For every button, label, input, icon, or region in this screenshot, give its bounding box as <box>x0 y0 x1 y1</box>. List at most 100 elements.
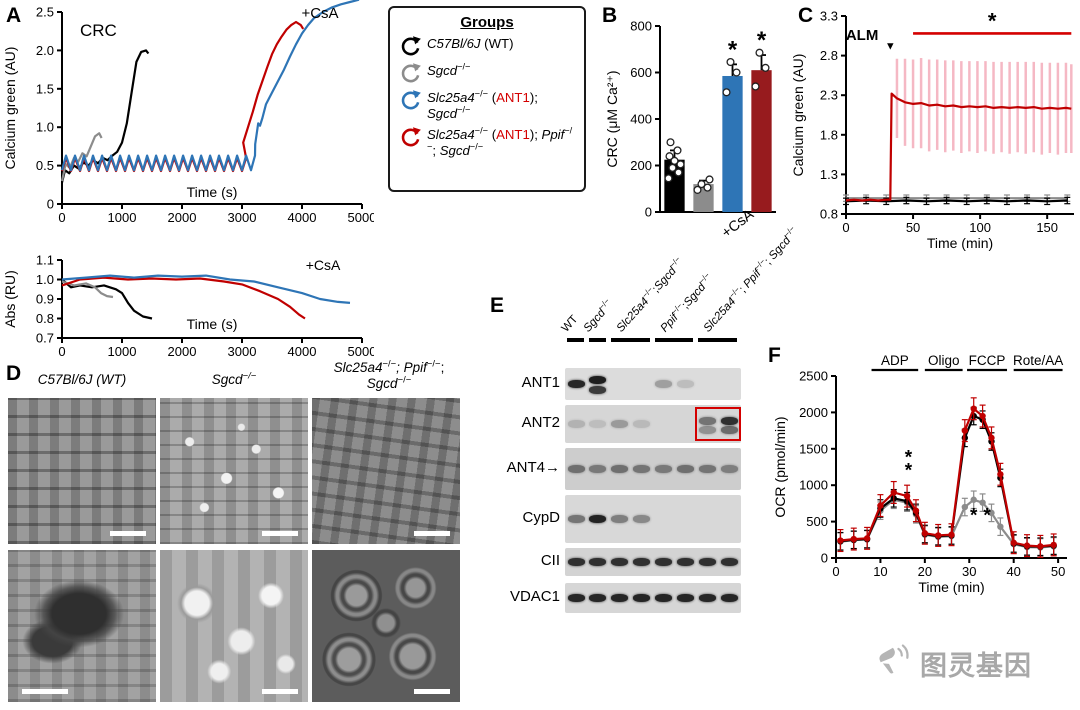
svg-text:CRC (μM Ca²⁺): CRC (μM Ca²⁺) <box>604 70 620 167</box>
svg-text:*: * <box>757 27 767 54</box>
svg-text:400: 400 <box>630 112 652 127</box>
svg-text:1.0: 1.0 <box>36 272 54 287</box>
svg-text:Time (min): Time (min) <box>927 235 993 251</box>
panel-d: D C57Bl/6J (WT) Sgcd−/− Slc25a4−/−; Ppif… <box>0 358 468 710</box>
svg-text:2.5: 2.5 <box>36 5 54 20</box>
svg-text:0.7: 0.7 <box>36 331 54 346</box>
blot-strip <box>565 448 741 490</box>
blot-band <box>567 420 585 428</box>
svg-text:CRC: CRC <box>80 21 117 40</box>
lane-underline-mark <box>654 338 694 342</box>
svg-text:200: 200 <box>630 158 652 173</box>
blot-band <box>720 594 738 602</box>
blot-row-label: CII <box>540 552 560 569</box>
blot-band <box>655 380 673 388</box>
em-header-wt: C57Bl/6J (WT) <box>37 372 127 387</box>
a-bottom-x-axis-label: Time (s) <box>186 316 238 332</box>
em-header-sgcd: Sgcd−/− <box>211 370 257 387</box>
svg-text:0: 0 <box>47 197 54 212</box>
svg-text:*: * <box>988 8 997 33</box>
blot-band <box>589 376 607 384</box>
scale-bar <box>414 689 450 694</box>
svg-text:500: 500 <box>806 514 828 529</box>
svg-text:2500: 2500 <box>799 369 828 384</box>
blot-band <box>698 426 716 434</box>
legend-item: C57Bl/6J (WT) <box>398 36 576 58</box>
legend-item: Slc25a4−/− (ANT1); Sgcd−/− <box>398 89 576 122</box>
svg-text:Rote/AA: Rote/AA <box>1013 353 1063 368</box>
blot-row-label: ANT4→ <box>506 459 560 476</box>
svg-text:0: 0 <box>832 564 839 579</box>
svg-text:10: 10 <box>873 564 887 579</box>
svg-text:20: 20 <box>918 564 932 579</box>
svg-text:ALM: ALM <box>846 27 879 44</box>
scale-bar <box>22 689 68 694</box>
blot-band <box>589 386 607 394</box>
scale-bar <box>110 531 146 536</box>
svg-text:1000: 1000 <box>799 478 828 493</box>
svg-text:+CsA: +CsA <box>306 257 341 273</box>
svg-text:1.8: 1.8 <box>820 127 838 142</box>
blot-band <box>698 558 716 566</box>
scale-bar <box>414 531 450 536</box>
panel-d-letter: D <box>6 362 22 385</box>
blot-band <box>611 420 629 428</box>
svg-text:1.1: 1.1 <box>36 253 54 268</box>
svg-text:2000: 2000 <box>168 344 197 359</box>
blot-strip <box>565 405 742 443</box>
svg-text:0.8: 0.8 <box>36 311 54 326</box>
blot-row-label: VDAC1 <box>509 588 560 605</box>
blot-band <box>589 465 607 473</box>
legend-items: C57Bl/6J (WT) Sgcd−/− Slc25a4−/− (ANT1); S… <box>398 36 576 158</box>
panel-c-letter: C <box>798 4 814 27</box>
blot-band <box>589 420 607 428</box>
ocr-line-chart: 0 500 1000 1500 2000 2500 0 10 20 30 40 50 OCR (pmol… <box>772 353 1067 595</box>
svg-text:FCCP: FCCP <box>969 353 1006 368</box>
svg-text:0: 0 <box>821 551 828 566</box>
legend-title: Groups <box>460 14 514 31</box>
svg-text:0: 0 <box>58 344 65 359</box>
svg-text:1000: 1000 <box>108 344 137 359</box>
blot-band <box>633 594 651 602</box>
svg-text:0: 0 <box>58 210 65 225</box>
svg-text:Calcium green (AU): Calcium green (AU) <box>2 47 18 170</box>
svg-text:2.8: 2.8 <box>820 48 838 63</box>
blot-band <box>677 594 694 602</box>
panel-f-letter: F <box>768 344 781 367</box>
legend-item: Slc25a4−/− (ANT1); Ppif−/−; Sgcd−/− <box>398 126 576 159</box>
blot-band <box>720 426 738 434</box>
svg-text:1.0: 1.0 <box>36 120 54 135</box>
blot-lane-label: Sgcd−/− <box>581 296 612 335</box>
svg-text:OCR (pmol/min): OCR (pmol/min) <box>772 416 788 517</box>
blot-band <box>677 380 694 388</box>
blot-band <box>611 515 629 523</box>
watermark-logo-icon <box>879 644 909 674</box>
blot-band <box>611 558 629 566</box>
scale-bar <box>262 689 298 694</box>
blot-band <box>589 515 607 523</box>
ant2-highlight-box <box>695 407 742 441</box>
blot-band <box>589 558 607 566</box>
blot-band <box>567 465 585 473</box>
blot-band <box>567 515 585 523</box>
panel-b-letter: B <box>602 4 618 27</box>
blot-band <box>567 380 585 388</box>
blot-band <box>655 594 673 602</box>
svg-text:0.5: 0.5 <box>36 158 54 173</box>
blot-band <box>633 558 651 566</box>
lane-underline-mark <box>567 338 584 342</box>
blot-strip <box>565 583 741 613</box>
svg-text:50: 50 <box>906 220 920 235</box>
svg-text:1000: 1000 <box>108 210 137 225</box>
svg-text:5000: 5000 <box>348 344 374 359</box>
scale-bar <box>262 531 298 536</box>
blot-band <box>567 558 585 566</box>
blot-band <box>567 594 585 602</box>
svg-text:2000: 2000 <box>799 405 828 420</box>
svg-text:3000: 3000 <box>228 344 257 359</box>
em-header-triple-ko: Slc25a4−/−; Ppif−/−; Sgcd−/− <box>333 358 445 391</box>
panel-e: E WT Sgcd−/− Slc25a4−/−;Sgcd−/− Ppif−/−;Sgc… <box>470 224 797 654</box>
svg-text:3.3: 3.3 <box>820 9 838 24</box>
svg-text:2.3: 2.3 <box>820 88 838 103</box>
blot-lane-label: WT <box>559 313 581 335</box>
